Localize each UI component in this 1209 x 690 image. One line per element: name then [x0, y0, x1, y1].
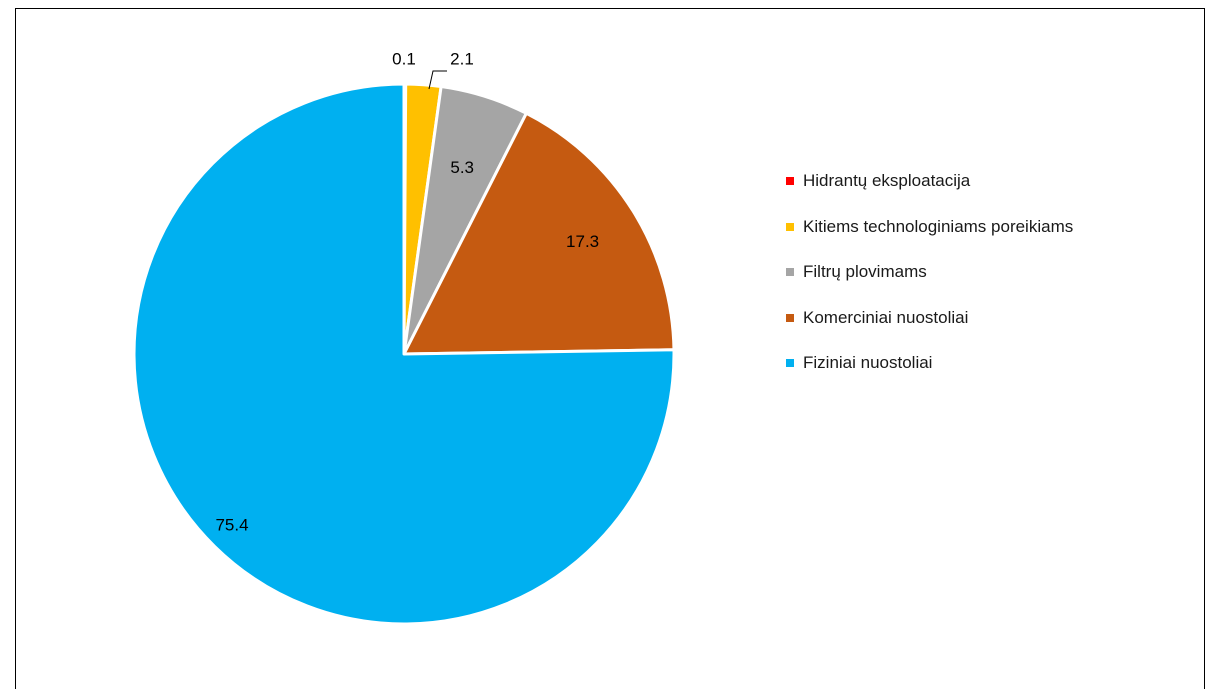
legend-swatch [786, 177, 794, 185]
legend-label: Hidrantų eksploatacija [803, 171, 971, 190]
legend: Hidrantų eksploatacija Kitiems technolog… [786, 170, 1073, 398]
legend-item-kitiems-technologiniams-poreikiams: Kitiems technologiniams poreikiams [786, 216, 1073, 238]
legend-swatch [786, 313, 794, 322]
legend-label: Komerciniai nuostoliai [803, 307, 969, 327]
legend-item-komerciniai-nuostoliai: Komerciniai nuostoliai [786, 307, 1073, 329]
legend-swatch [786, 222, 794, 231]
legend-swatch [786, 359, 794, 367]
data-labels: 0.1 2.1 5.3 17.3 75.4 [215, 49, 599, 534]
data-label-4: 17.3 [566, 232, 599, 251]
pie-slice-5 [132, 82, 676, 626]
chart-area: 0.1 2.1 5.3 17.3 75.4 Hidrantų eksploatacija… [15, 8, 1205, 689]
leader-lines [428, 70, 447, 90]
legend-label: Filtrų plovimams [803, 262, 927, 281]
pie-slice-4 [402, 111, 676, 356]
legend-label: Kitiems technologiniams poreikiams [803, 216, 1074, 236]
pie-slices [132, 82, 676, 626]
leader-line-2 [428, 70, 447, 90]
legend-swatch [786, 268, 794, 276]
data-label-3: 5.3 [450, 158, 474, 177]
data-label-1: 0.1 [392, 49, 416, 68]
legend-label: Fiziniai nuostoliai [803, 353, 933, 372]
pie-chart: 0.1 2.1 5.3 17.3 75.4 [132, 49, 676, 626]
data-label-2: 2.1 [450, 49, 474, 68]
data-label-5: 75.4 [215, 515, 248, 534]
legend-item-fiziniai-nuostoliai: Fiziniai nuostoliai [786, 352, 1073, 374]
legend-item-filtru-plovimams: Filtrų plovimams [786, 261, 1073, 283]
legend-item-hidrantu-eksploatacija: Hidrantų eksploatacija [786, 170, 1073, 192]
